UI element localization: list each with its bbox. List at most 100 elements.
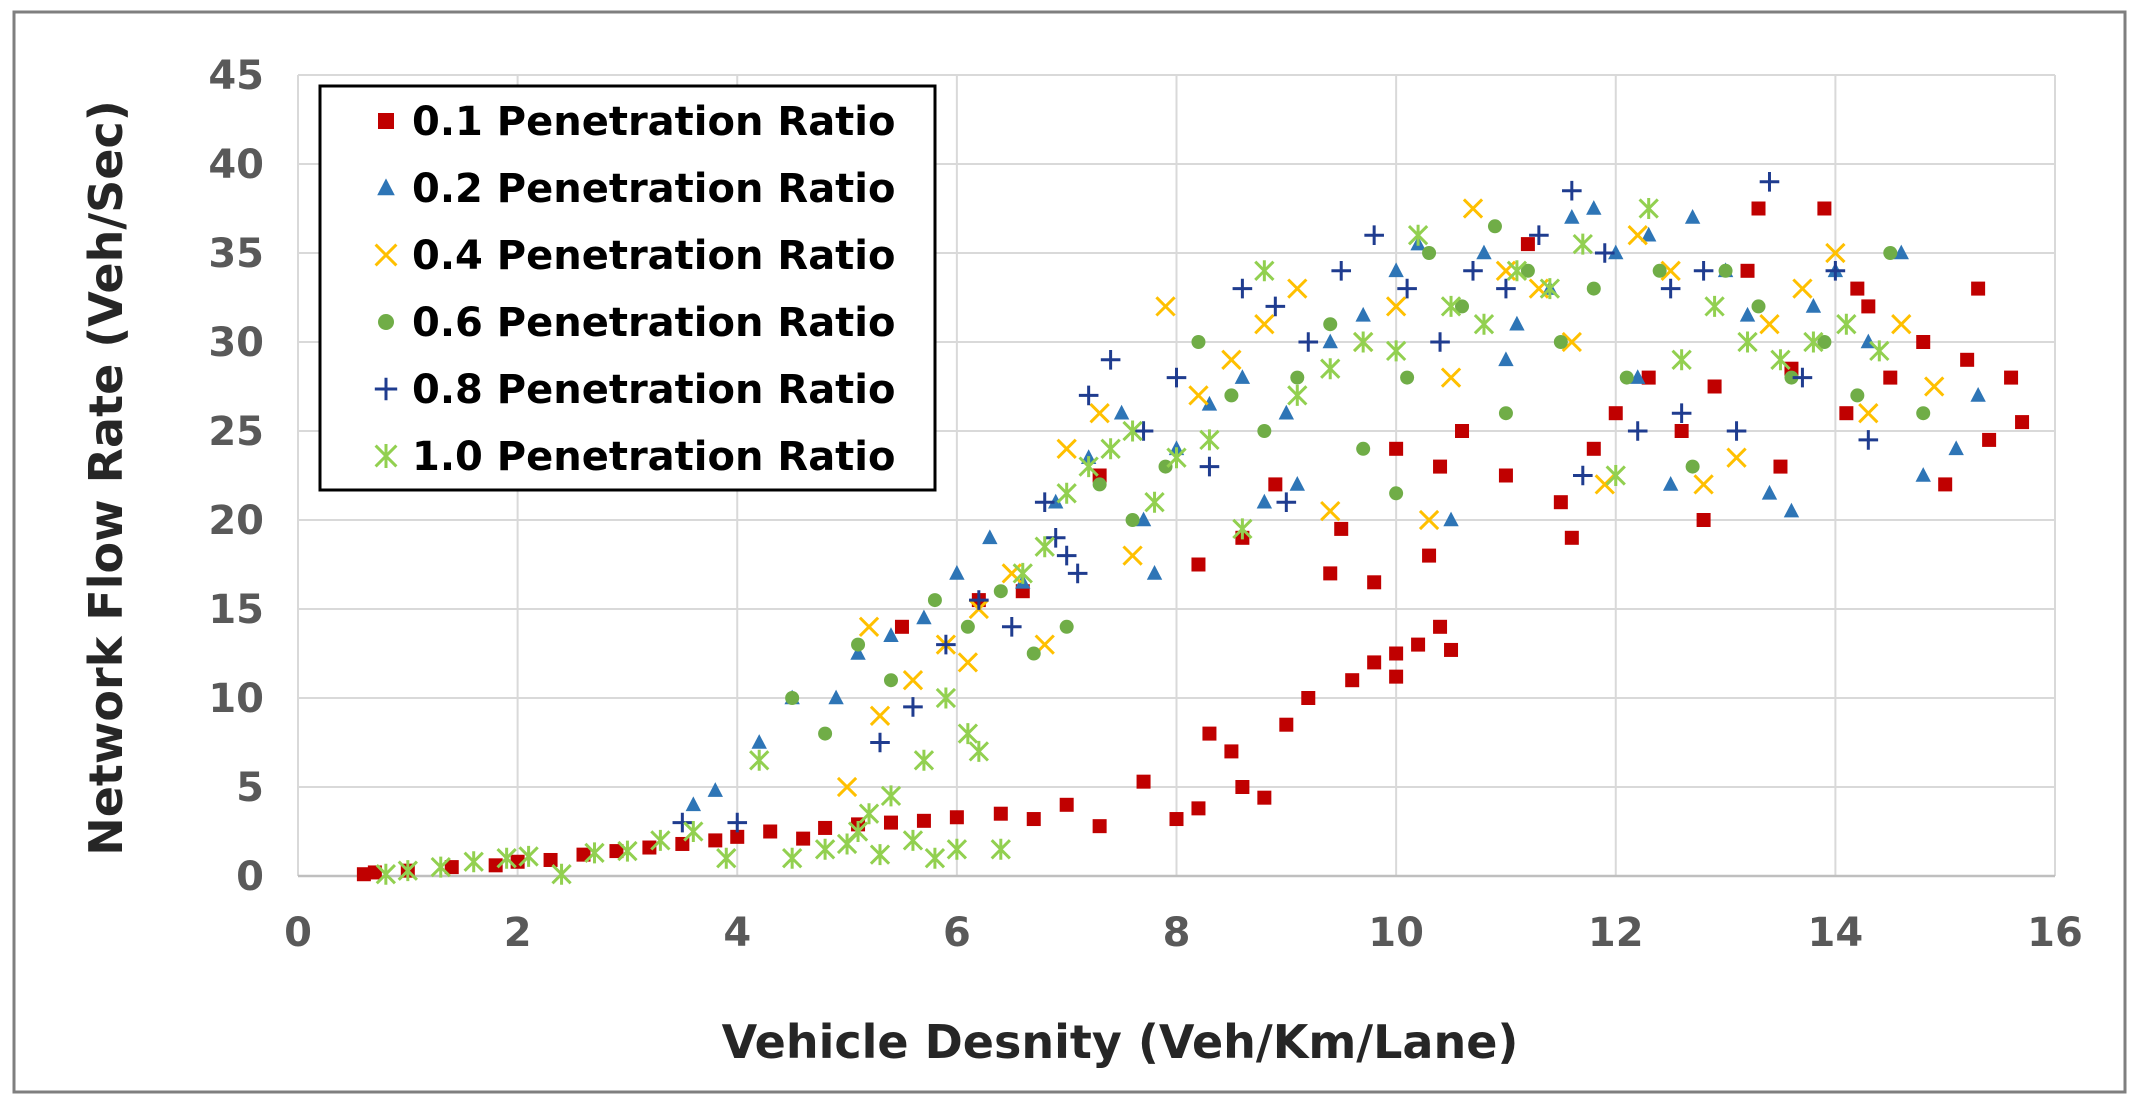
- data-point: [1254, 260, 1275, 282]
- data-point: [1660, 278, 1681, 299]
- data-point: [1586, 200, 1602, 215]
- data-point: [1356, 441, 1371, 456]
- data-point: [584, 842, 605, 864]
- data-point: [1320, 358, 1341, 380]
- legend-label: 0.1 Penetration Ratio: [412, 99, 896, 145]
- data-point: [1463, 261, 1483, 281]
- data-point: [1078, 385, 1099, 406]
- data-point: [1506, 260, 1528, 282]
- data-point: [1805, 298, 1822, 313]
- data-point: [1323, 317, 1338, 332]
- x-tick-label: 2: [504, 910, 532, 956]
- data-point: [1792, 278, 1813, 299]
- data-point: [1100, 438, 1121, 460]
- data-point: [1331, 261, 1352, 281]
- data-point: [1122, 420, 1143, 442]
- data-point: [1693, 261, 1714, 281]
- data-point: [1553, 495, 1568, 510]
- data-point: [1891, 314, 1912, 335]
- x-tick-label: 10: [1368, 910, 1424, 956]
- data-point: [924, 847, 946, 869]
- data-point: [1696, 513, 1711, 527]
- data-point: [1707, 379, 1722, 394]
- data-point: [1971, 281, 1986, 296]
- data-point: [796, 831, 811, 846]
- legend-box: [318, 84, 937, 492]
- y-tick-label: 40: [208, 142, 264, 188]
- data-point: [1334, 521, 1349, 536]
- data-point: [1641, 370, 1656, 385]
- series-5: [672, 172, 1879, 833]
- data-point: [1034, 536, 1055, 558]
- y-tick-label: 30: [208, 320, 264, 366]
- data-point: [1627, 421, 1648, 441]
- data-point: [1430, 332, 1450, 352]
- legend-marker: [374, 444, 398, 468]
- legend-item: 0.6 Penetration Ratio: [378, 300, 896, 346]
- data-point: [927, 593, 942, 608]
- data-point: [869, 844, 891, 866]
- data-point: [1422, 548, 1437, 563]
- x-tick-label: 0: [284, 910, 312, 956]
- legend-label: 0.8 Penetration Ratio: [412, 367, 896, 413]
- data-point: [1136, 774, 1151, 789]
- data-point: [1287, 384, 1308, 406]
- data-point: [576, 847, 591, 862]
- data-point: [1202, 726, 1217, 741]
- data-point: [1883, 370, 1898, 385]
- data-point: [870, 732, 890, 753]
- data-point: [814, 838, 836, 860]
- data-point: [916, 813, 931, 828]
- data-point: [543, 852, 558, 867]
- x-tick-label: 12: [1588, 910, 1644, 956]
- data-point: [1407, 224, 1429, 246]
- data-point: [1276, 492, 1297, 512]
- data-point: [1397, 278, 1417, 299]
- data-point: [1034, 492, 1055, 512]
- data-point: [1089, 403, 1110, 424]
- data-point: [1704, 295, 1725, 317]
- data-point: [1135, 511, 1152, 527]
- data-point: [957, 723, 979, 745]
- data-point: [1155, 296, 1176, 317]
- data-point: [1858, 430, 1879, 450]
- data-point: [1739, 306, 1756, 322]
- legend-label: 0.6 Penetration Ratio: [412, 300, 896, 346]
- data-point: [1803, 331, 1824, 353]
- data-point: [883, 673, 898, 688]
- data-point: [1232, 518, 1253, 540]
- data-point: [1400, 370, 1415, 385]
- data-point: [1792, 367, 1813, 388]
- data-point: [1586, 281, 1601, 296]
- data-point: [880, 785, 902, 807]
- data-point: [993, 584, 1008, 599]
- legend-label: 1.0 Penetration Ratio: [412, 434, 896, 480]
- data-point: [1232, 278, 1253, 299]
- gridlines: [297, 74, 2056, 878]
- data-point: [847, 821, 869, 842]
- legend-label: 0.4 Penetration Ratio: [412, 233, 896, 279]
- data-point: [1861, 299, 1876, 314]
- data-point: [1355, 306, 1371, 322]
- data-point: [1224, 388, 1239, 403]
- data-point: [763, 824, 778, 839]
- data-point: [960, 619, 975, 634]
- data-point: [1496, 278, 1516, 299]
- data-point: [990, 838, 1011, 860]
- data-point: [1759, 314, 1780, 335]
- y-axis-ticks: 0 5 10 15 20 25 30 35 40 45: [208, 53, 264, 900]
- data-point: [1443, 511, 1459, 527]
- data-point: [1970, 387, 1986, 402]
- data-point: [1487, 219, 1502, 234]
- data-point: [1498, 468, 1513, 483]
- data-point: [785, 691, 800, 705]
- data-point: [1726, 447, 1747, 468]
- data-point: [1498, 351, 1514, 367]
- data-point: [1693, 474, 1714, 495]
- legend: 0.1 Penetration Ratio 0.2 Penetration Rat…: [318, 84, 937, 492]
- data-point: [1948, 440, 1964, 456]
- series-6: [375, 198, 1890, 885]
- y-axis-title: Network Flow Rate (Veh/Sec): [79, 100, 133, 856]
- data-point: [869, 705, 891, 726]
- data-point: [1671, 403, 1692, 423]
